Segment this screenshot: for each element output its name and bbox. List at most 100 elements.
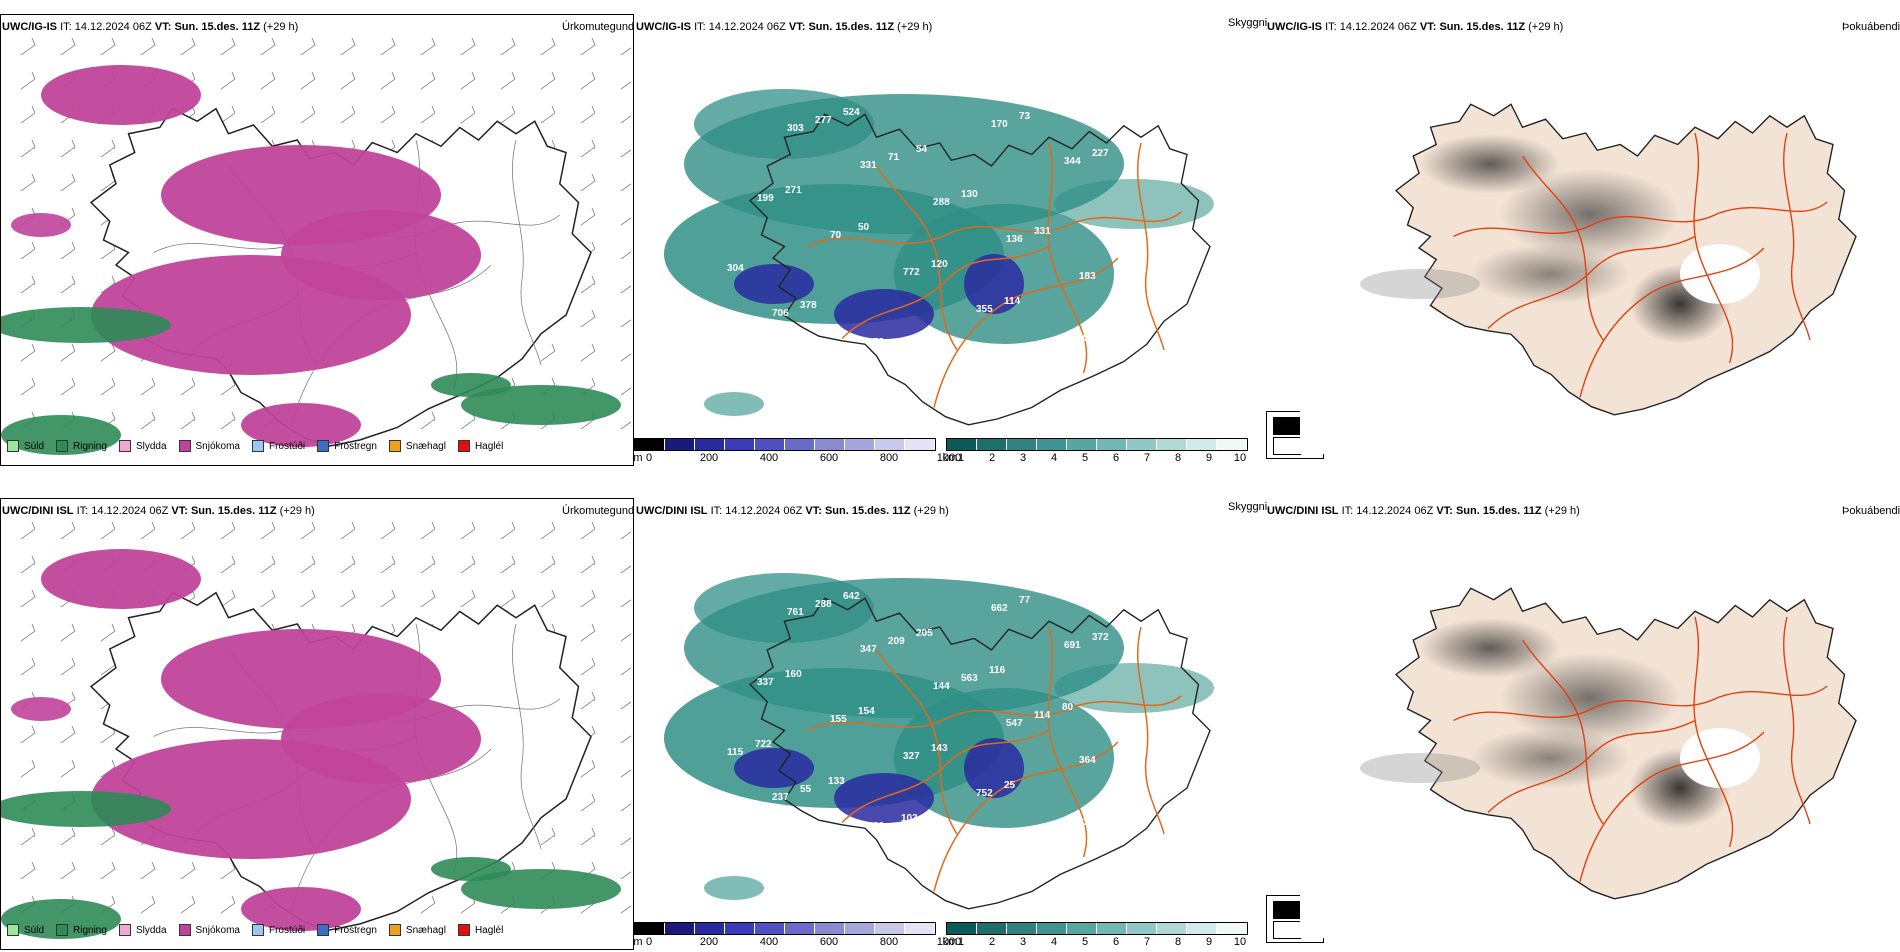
ceiling-label: 114 [1004, 296, 1021, 307]
ceiling-tick: 600 [819, 936, 839, 948]
ceiling-label: 303 [787, 123, 804, 134]
ceiling-label: 25 [1004, 780, 1016, 791]
legend-swatch [457, 440, 470, 452]
visibility-map: 652 303 331 288 136 183 706 200 59 170 344 199 70 772… [634, 34, 1234, 454]
visibility-tick: 3 [1019, 936, 1027, 948]
ceiling-tick: 0 [645, 452, 653, 464]
precip-legend-item: Súld [7, 924, 44, 936]
fog-legend-swatch-low [1273, 417, 1301, 435]
ceiling-label: 154 [858, 706, 875, 717]
precip-map-wrap [1, 519, 633, 949]
ceiling-label: 752 [976, 788, 993, 799]
ceiling-label: 115 [727, 747, 744, 758]
precip-map [1, 35, 633, 465]
ceiling-label: 772 [903, 267, 920, 278]
ceiling-label: 133 [828, 776, 845, 787]
precip-legend: Súld Rigning Slydda Snjókoma Frostúði Fr… [7, 440, 503, 452]
ceiling-label: 71 [888, 152, 900, 163]
legend-swatch [56, 924, 69, 936]
fog-map [1300, 34, 1860, 454]
visibility-panel: 652 303 331 288 136 183 706 200 59 170 344 199 70 772… [634, 34, 1234, 454]
ceiling-label: 200 [845, 345, 862, 356]
visibility-title: Skyggni [1228, 17, 1268, 29]
ceiling-label: 59 [918, 382, 930, 393]
ceiling-label: 103 [901, 813, 918, 824]
visibility-colorbar [946, 438, 1248, 451]
ceiling-label: 331 [1034, 226, 1051, 237]
ceiling-label: 54 [916, 144, 928, 155]
ceiling-label: 205 [916, 628, 933, 639]
legend-swatch [251, 440, 264, 452]
ceiling-label: 182 [918, 866, 935, 877]
visibility-tick: 5 [1081, 452, 1089, 464]
precip-legend-item: Snæhagl [388, 924, 446, 936]
ceiling-tick: 800 [879, 452, 899, 464]
visibility-tick: 4 [1050, 936, 1058, 948]
ceiling-tick: 1000 [936, 936, 962, 948]
precip-panel: Súld Rigning Slydda Snjókoma Frostúði Fr… [0, 498, 634, 950]
ceiling-label: 422 [946, 374, 963, 385]
ceiling-tick: 800 [879, 936, 899, 948]
panel-header: UWC/DINI ISL IT: 14.12.2024 06Z VT: Sun.… [2, 505, 315, 517]
ceiling-label: 73 [1077, 817, 1089, 828]
ceiling-label: 170 [991, 119, 1008, 130]
visibility-unit: km [942, 452, 958, 464]
ceiling-label: 112 [742, 378, 759, 389]
precip-title: Úrkomutegund [562, 505, 635, 517]
ceiling-label: 160 [785, 669, 802, 680]
ceiling-label: 143 [931, 743, 948, 754]
ceiling-label: 344 [1064, 156, 1081, 167]
precip-legend-item: Frostregn [317, 924, 377, 936]
precip-legend-item: Rigning [56, 924, 107, 936]
precip-legend-item: Frostúði [251, 440, 305, 452]
ceiling-label: 155 [830, 714, 847, 725]
visibility-unit: km [942, 936, 958, 948]
legend-swatch [388, 440, 401, 452]
ceiling-label: 722 [755, 739, 772, 750]
ceiling-tick: 1000 [936, 452, 962, 464]
ceiling-tick: 600 [819, 452, 839, 464]
ceiling-label: 288 [933, 197, 950, 208]
ceiling-label: 150 [742, 862, 759, 873]
legend-swatch [178, 440, 191, 452]
legend-swatch [317, 924, 330, 936]
ceiling-colorbar [634, 922, 936, 935]
panel-header: UWC/IG-IS IT: 14.12.2024 06Z VT: Sun. 15… [2, 21, 299, 33]
ceiling-label: 66 [873, 821, 885, 832]
ceiling-label: 103 [770, 370, 787, 381]
ceiling-label: 524 [843, 107, 860, 118]
ceiling-label: 378 [800, 300, 817, 311]
ceiling-label: 183 [1079, 271, 1096, 282]
visibility-tick: 1 [957, 936, 965, 948]
ceiling-label: 377 [1049, 825, 1066, 836]
ceiling-label: 691 [1064, 640, 1081, 651]
ceiling-label: 761 [787, 607, 804, 618]
ceiling-label: 90 [1077, 333, 1089, 344]
ceiling-unit: m [633, 936, 643, 948]
visibility-tick: 8 [1174, 936, 1182, 948]
precip-panel: Súld Rigning Slydda Snjókoma Frostúði Fr… [0, 14, 634, 466]
precip-legend-item: Haglél [457, 924, 503, 936]
precip-legend-item: Súld [7, 440, 44, 452]
ceiling-label: 563 [961, 673, 978, 684]
ceiling-label: 243 [1049, 341, 1066, 352]
ceiling-tick: 200 [699, 452, 719, 464]
ceiling-label: 80 [1062, 702, 1074, 713]
ceiling-label: 73 [1019, 111, 1031, 122]
precip-legend-item: Frostúði [251, 924, 305, 936]
ceiling-label: 372 [1092, 632, 1109, 643]
ceiling-label: 355 [976, 304, 993, 315]
fog-legend-swatch-high [1273, 921, 1301, 939]
fog-title: Þokuábendi [1842, 505, 1900, 517]
legend-swatch [118, 924, 131, 936]
ceiling-label: 106 [714, 570, 731, 581]
precip-legend-item: Haglél [457, 440, 503, 452]
ceiling-colorbar [634, 438, 936, 451]
visibility-tick: 4 [1050, 452, 1058, 464]
panel-header: UWC/IG-IS IT: 14.12.2024 06Z VT: Sun. 15… [1267, 21, 1564, 33]
ceiling-label: 271 [785, 185, 802, 196]
visibility-tick: 6 [1112, 936, 1120, 948]
legend-swatch [7, 924, 19, 936]
legend-swatch [317, 440, 330, 452]
ceiling-label: 78 [873, 337, 885, 348]
